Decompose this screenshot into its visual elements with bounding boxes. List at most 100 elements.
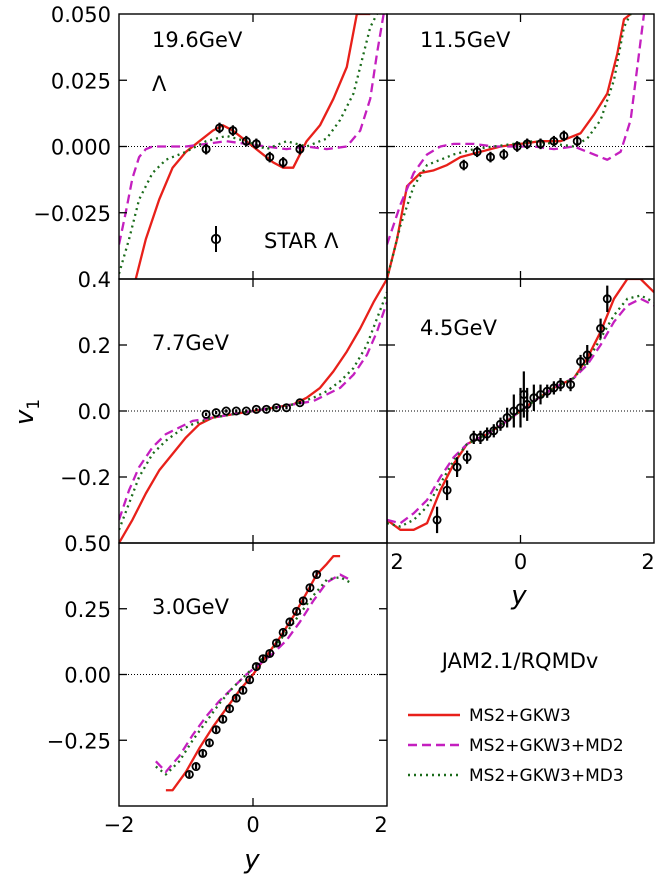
data-point <box>211 725 221 735</box>
panel-label-7p7gev: 7.7GeV <box>152 331 230 355</box>
data-point <box>536 139 546 149</box>
data-point <box>281 403 291 413</box>
data-point <box>228 126 238 136</box>
data-point <box>566 380 576 390</box>
star-legend-marker <box>210 226 222 252</box>
y-tick-label: 0.50 <box>64 532 111 556</box>
data-point <box>529 393 539 403</box>
data-point <box>499 149 509 159</box>
data-point <box>549 383 559 393</box>
y-tick-label: −0.2 <box>60 466 111 490</box>
data-point <box>475 432 485 442</box>
data-point <box>251 662 261 672</box>
frame-4p5gev <box>386 278 655 544</box>
series-line-ms2-gkw3-md2 <box>155 573 351 773</box>
panel-7p7gev: 0.4 0.2 0.0 −0.2 <box>60 268 387 543</box>
data-point <box>502 413 512 423</box>
x-tick-label: 2 <box>374 813 387 837</box>
y-axis-label-main: v <box>10 409 40 425</box>
y-tick-label: 0.25 <box>64 598 111 622</box>
data-point <box>442 485 452 495</box>
y-tick-label: 0.050 <box>51 3 111 27</box>
data-point <box>482 429 492 439</box>
data-point <box>485 152 495 162</box>
data-point <box>221 406 231 416</box>
series-line-ms2-gkw3 <box>165 555 341 792</box>
data-point <box>201 409 211 419</box>
panel-label-3p0gev: 3.0GeV <box>152 595 230 619</box>
x-tick-label: −2 <box>104 813 135 837</box>
y-tick-label: −0.025 <box>33 202 111 226</box>
svg-text:v1: v1 <box>10 399 44 425</box>
model-title: JAM2.1/RQMDv <box>440 649 599 673</box>
data-point <box>241 136 251 146</box>
panel-3p0gev: 0.50 0.25 0.00 −0.25 −2 0 2 <box>47 532 388 837</box>
panel-label-19p6gev: 19.6GeV <box>152 28 243 52</box>
data-point <box>572 136 582 146</box>
data-point <box>452 462 462 472</box>
data-point <box>596 323 606 333</box>
data-point <box>238 685 248 695</box>
data-point <box>214 123 224 133</box>
series-line-ms2-gkw3 <box>387 14 632 279</box>
data-point <box>295 398 305 408</box>
data-point <box>542 386 552 396</box>
frame-3p0gev <box>118 542 388 807</box>
data-point <box>218 714 228 724</box>
legend-label-ms2-gkw3-md3: MS2+GKW3+MD3 <box>469 766 624 786</box>
star-legend-label: STAR Λ <box>264 229 339 253</box>
data-point <box>459 160 469 170</box>
x-axis-label-bottom: y <box>243 845 260 875</box>
data-point <box>559 131 569 141</box>
data-point <box>549 136 559 146</box>
panel-19p6gev: 0.050 0.025 0.000 −0.025 <box>33 3 387 279</box>
y-tick-label: 0.025 <box>51 69 111 93</box>
y-tick-label: 0.4 <box>78 268 111 292</box>
data-point <box>245 675 255 685</box>
data-point <box>265 152 275 162</box>
y-tick-label: 0.2 <box>78 334 111 358</box>
data-point <box>251 404 261 414</box>
data-point <box>576 356 586 366</box>
y-tick-label: −0.25 <box>47 729 111 753</box>
data-point <box>198 748 208 758</box>
data-point <box>258 654 268 664</box>
legend-label-ms2-gkw3: MS2+GKW3 <box>469 706 571 726</box>
panel-4p5gev: 2 0 2 <box>387 279 655 574</box>
y-axis-label: v1 <box>10 399 44 425</box>
data-point <box>241 406 251 416</box>
data-point <box>489 426 499 436</box>
data-point <box>191 762 201 772</box>
data-point <box>211 408 221 418</box>
x-tick-label: 0 <box>514 550 527 574</box>
series-line-ms2-gkw3-md3 <box>119 291 387 531</box>
data-point <box>462 452 472 462</box>
legend-label-ms2-gkw3-md2: MS2+GKW3+MD2 <box>469 736 624 756</box>
data-point <box>536 389 546 399</box>
panel-label-11p5gev: 11.5GeV <box>420 28 511 52</box>
data-point <box>251 139 261 149</box>
series-line-ms2-gkw3-md2 <box>119 14 385 245</box>
data-point <box>295 144 305 154</box>
panel-sublabel-lambda: Λ <box>152 72 167 96</box>
data-point <box>432 515 442 525</box>
data-point <box>602 294 612 304</box>
panel-11p5gev <box>387 14 654 279</box>
data-point <box>472 147 482 157</box>
data-point <box>201 144 211 154</box>
data-point <box>512 141 522 151</box>
y-tick-label: 0.00 <box>64 664 111 688</box>
data-point <box>285 617 295 627</box>
data-point <box>261 404 271 414</box>
data-point <box>298 596 308 606</box>
data-point <box>495 419 505 429</box>
x-tick-label: 0 <box>246 813 259 837</box>
data-point <box>292 606 302 616</box>
x-axis-label-right: y <box>510 581 527 611</box>
data-point <box>225 704 235 714</box>
data-point <box>305 583 315 593</box>
legend: MS2+GKW3 MS2+GKW3+MD2 MS2+GKW3+MD3 <box>408 706 624 786</box>
data-point <box>231 406 241 416</box>
y-tick-label: 0.000 <box>51 136 111 160</box>
